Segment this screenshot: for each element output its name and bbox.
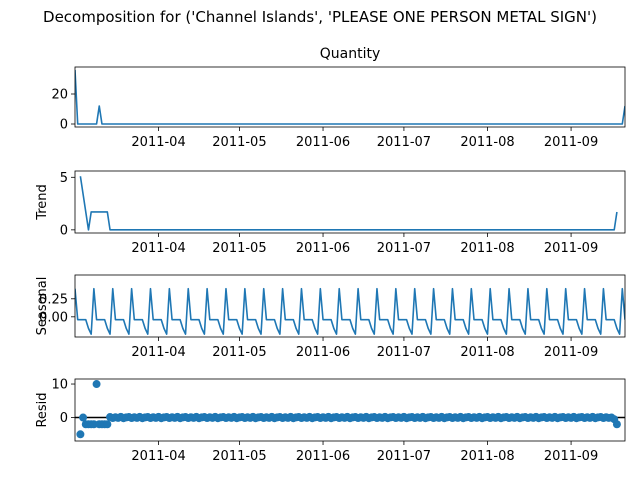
x-tick-label: 2011-04: [131, 449, 185, 464]
y-axis-label: Resid: [35, 392, 50, 427]
resid-point: [92, 380, 101, 389]
x-tick-label: 2011-04: [131, 241, 185, 256]
series-line: [79, 176, 618, 231]
x-tick-label: 2011-06: [296, 241, 350, 256]
seasonal-line: [75, 287, 625, 335]
x-tick-label: 2011-09: [544, 135, 598, 150]
x-tick-label: 2011-04: [131, 345, 185, 360]
panel-1: Quantity 0 20 2011-04 2011-05 2011-06 2011-07 2…: [51, 46, 626, 150]
plot-area: [75, 380, 625, 439]
axes-frame: [74, 66, 626, 128]
x-tick-label: 2011-09: [544, 345, 598, 360]
x-tick-label: 2011-05: [212, 135, 266, 150]
axes-frame: [74, 378, 626, 442]
plot-area: [75, 287, 625, 335]
x-tick-label: 2011-06: [296, 135, 350, 150]
x-tick-label: 2011-05: [212, 449, 266, 464]
x-tick-label: 2011-07: [377, 449, 431, 464]
x-tick-label: 2011-08: [460, 241, 514, 256]
y-tick-label: 5: [60, 171, 68, 186]
y-tick-label: 0: [60, 411, 68, 426]
x-tick-label: 2011-07: [377, 241, 431, 256]
figure-suptitle: Decomposition for ('Channel Islands', 'P…: [43, 8, 597, 26]
y-tick-label: 0.25: [39, 292, 68, 307]
x-tick-label: 2011-07: [377, 345, 431, 360]
series-line: [75, 69, 625, 125]
plot-area: [79, 176, 618, 231]
x-tick-label: 2011-06: [296, 345, 350, 360]
x-tick-label: 2011-04: [131, 135, 185, 150]
x-tick-label: 2011-08: [460, 449, 514, 464]
resid-point: [612, 420, 621, 429]
x-tick-label: 2011-08: [460, 135, 514, 150]
panels: Quantity 0 20 2011-04 2011-05 2011-06 2011-07 2…: [35, 46, 626, 464]
x-tick-label: 2011-05: [212, 345, 266, 360]
resid-point: [604, 413, 613, 422]
y-axis-label: Trend: [35, 184, 50, 221]
y-tick-label: 20: [51, 88, 68, 103]
y-tick-label: 0.00: [39, 310, 68, 325]
y-axis-label: Seasonal: [35, 277, 50, 336]
x-tick-label: 2011-07: [377, 135, 431, 150]
plot-area: [75, 69, 625, 125]
panel-4: Resid 0 10 2011-04 2011-05 2011-06 2011-07 2011…: [35, 378, 626, 464]
x-tick-label: 2011-09: [544, 241, 598, 256]
y-tick-label: 0: [60, 223, 68, 238]
x-tick-label: 2011-06: [296, 449, 350, 464]
panel-title: Quantity: [320, 46, 381, 62]
resid-point: [103, 420, 112, 429]
y-tick-label: 10: [51, 378, 68, 393]
axes-frame: [74, 274, 626, 338]
resid-point: [79, 413, 88, 422]
x-tick-label: 2011-05: [212, 241, 266, 256]
resid-point: [76, 430, 85, 439]
panel-2: Trend 0 5 2011-04 2011-05 2011-06 2011-07 2011-…: [35, 170, 626, 256]
x-tick-label: 2011-09: [544, 449, 598, 464]
axes-frame: [74, 170, 626, 234]
y-tick-label: 0: [60, 118, 68, 133]
x-tick-label: 2011-08: [460, 345, 514, 360]
